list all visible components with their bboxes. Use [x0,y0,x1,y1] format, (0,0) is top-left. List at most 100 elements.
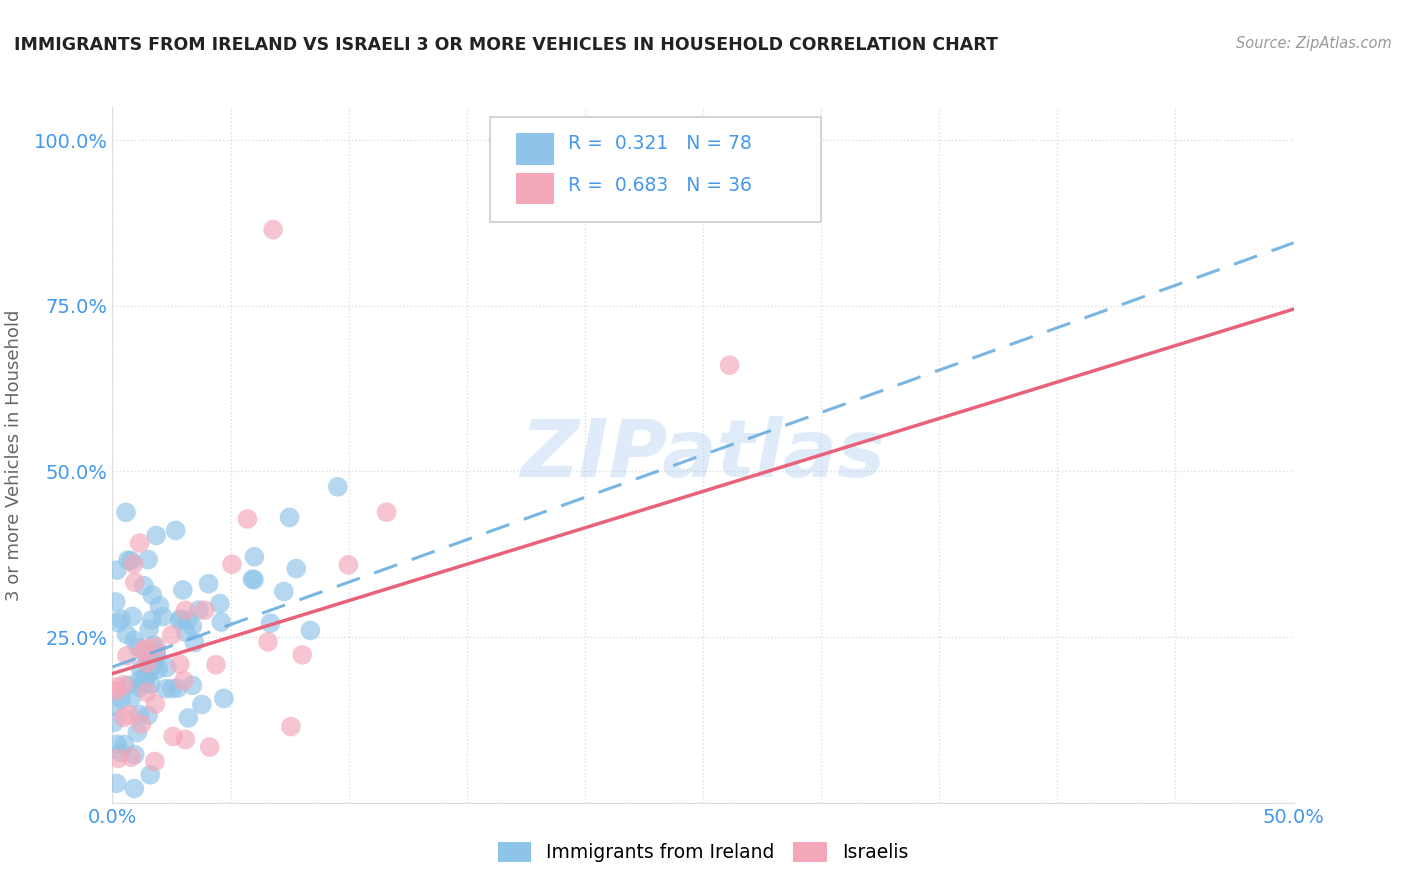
Point [172,582,194,597]
Point [160,681,183,696]
Point [278,510,301,524]
Point [139,677,162,691]
Point [174,732,197,747]
Bar [516,134,554,165]
Point [174,603,197,617]
Point [181,678,204,692]
Point [129,673,152,687]
Point [141,613,163,627]
Point [143,697,166,711]
Point [124,781,146,796]
Point [135,667,157,681]
Point [129,663,152,677]
Point [169,612,191,626]
Point [145,645,167,659]
Point [240,572,263,586]
Point [285,561,308,575]
Point [107,615,129,630]
Point [121,609,143,624]
Point [165,524,187,538]
Point [118,707,141,722]
Point [132,643,155,657]
Point [262,222,284,236]
Point [112,738,135,752]
Y-axis label: 3 or more Vehicles in Household: 3 or more Vehicles in Household [4,310,22,600]
Point [236,512,259,526]
Point [146,662,169,676]
Point [122,557,145,571]
Point [112,710,135,724]
Point [326,480,349,494]
Point [183,635,205,649]
Point [104,595,127,609]
Text: ZIPatlas: ZIPatlas [520,416,886,494]
Point [112,678,135,692]
Point [221,558,243,572]
Point [135,685,157,699]
Point [191,698,214,712]
Point [212,691,235,706]
Point [209,615,232,629]
Point [131,717,153,731]
Point [718,358,741,372]
Point [127,640,149,655]
Point [208,597,231,611]
Point [174,625,197,640]
Point [105,680,128,694]
Text: R =  0.321   N = 78: R = 0.321 N = 78 [568,135,752,153]
Point [105,683,128,698]
Point [115,627,138,641]
Point [173,673,195,688]
Point [197,576,219,591]
Point [156,660,179,674]
Point [134,647,156,661]
Point [138,650,160,665]
Point [138,622,160,636]
FancyBboxPatch shape [491,118,821,222]
Point [128,681,150,695]
Point [169,614,191,628]
Point [198,740,221,755]
Point [143,755,166,769]
Point [134,676,156,690]
Point [162,730,184,744]
Point [142,659,165,673]
Point [291,648,314,662]
Point [105,737,128,751]
Bar [516,173,554,204]
Point [141,588,163,602]
Point [107,751,129,765]
Point [138,665,160,680]
Point [257,635,280,649]
Point [259,616,281,631]
Point [145,649,167,664]
Point [124,633,146,648]
Point [135,641,157,656]
Point [169,657,191,672]
Point [124,575,146,590]
Point [136,708,159,723]
Point [124,747,146,762]
Point [139,768,162,782]
Point [103,715,125,730]
Point [117,553,139,567]
Point [117,678,139,692]
Point [115,648,138,663]
Point [280,720,302,734]
Point [132,579,155,593]
Point [120,554,142,568]
Point [103,698,125,713]
Point [299,624,322,638]
Text: R =  0.683   N = 36: R = 0.683 N = 36 [568,176,752,195]
Point [177,711,200,725]
Legend: Immigrants from Ireland, Israelis: Immigrants from Ireland, Israelis [491,834,915,870]
Point [166,681,188,695]
Point [181,619,204,633]
Point [205,657,228,672]
Point [120,750,142,764]
Point [176,613,198,627]
Point [337,558,360,572]
Point [243,573,266,587]
Point [145,640,167,654]
Point [128,707,150,722]
